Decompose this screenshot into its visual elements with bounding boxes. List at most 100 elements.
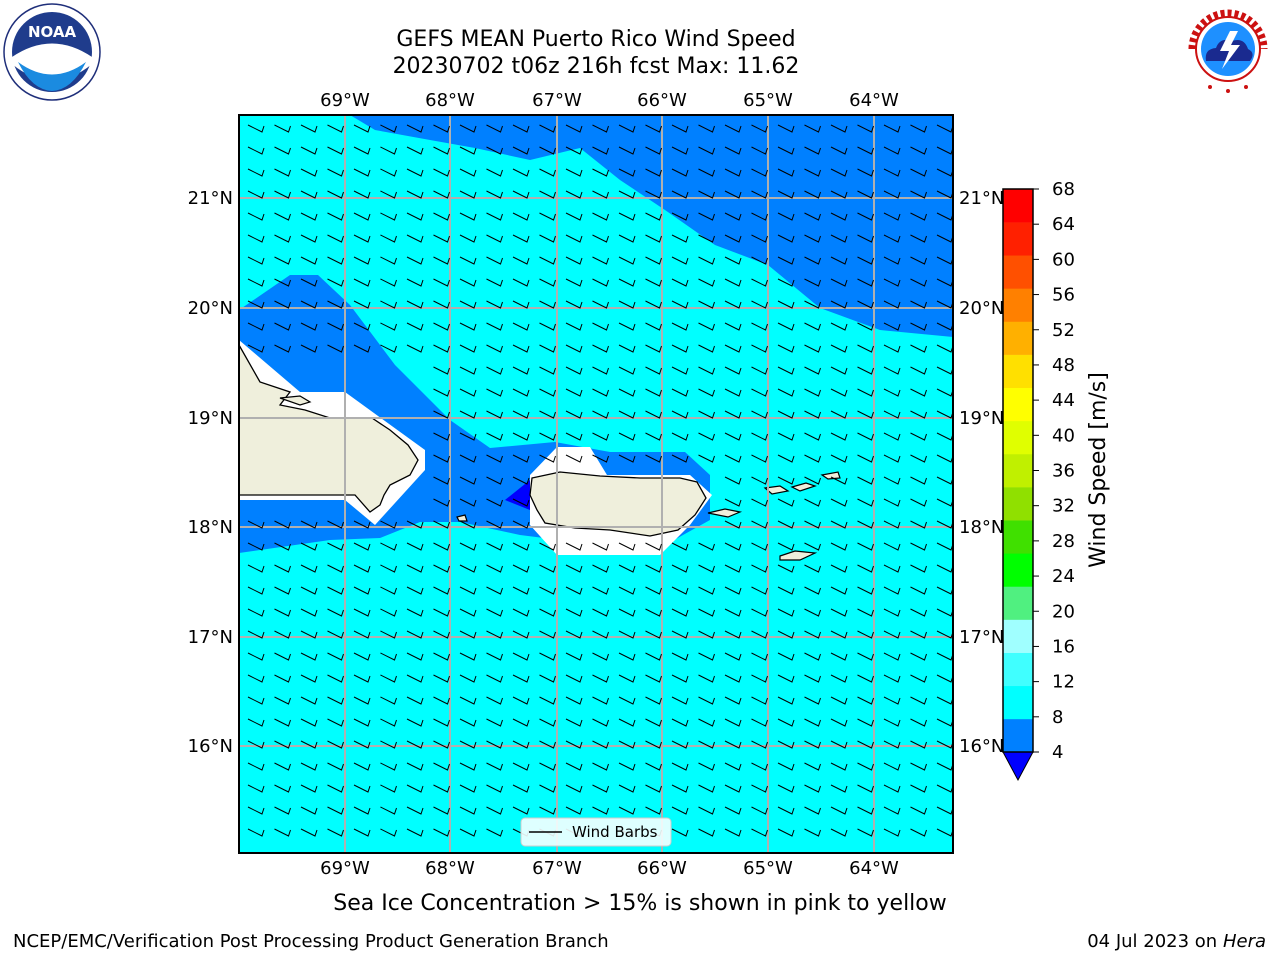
wind-barb [380,740,397,749]
wind-barb [671,124,689,133]
graticule [239,115,953,853]
lat-tick-right: 16°N [959,736,1004,757]
wind-barb [671,674,689,683]
wind-barb [857,454,874,463]
wind-barb [618,652,636,661]
map-frame [238,114,954,854]
wind-barb [380,784,397,793]
wind-barb [565,696,583,705]
wind-barb [433,806,450,815]
wind-barb [645,652,662,661]
wind-barb [883,696,901,705]
wind-barb [857,630,874,639]
wind-barb [539,322,556,331]
colorbar-segment [1003,420,1033,455]
wind-barb [353,630,371,639]
wind-barb [645,300,662,309]
wind-barb [486,586,503,595]
wind-barb [539,344,556,353]
lon-tick-bottom: 67°W [532,858,582,879]
wind-barb [380,322,397,331]
wind-barb [539,190,556,199]
wind-barb [751,674,768,683]
wind-barb [883,608,901,617]
wind-barb [698,278,715,287]
svg-text:NOAA: NOAA [28,23,77,41]
wind-barb [247,322,265,331]
wind-barb [804,454,821,463]
wind-barb [804,762,821,771]
wind-barb [406,784,424,793]
wind-barb [433,784,450,793]
wind-barb [804,366,821,375]
wind-barb [698,806,715,815]
nws-logo [1182,3,1274,95]
wind-barb [512,454,530,463]
wind-barb [618,190,636,199]
wind-barb [406,652,424,661]
wind-barb [857,564,874,573]
wind-barb [830,696,848,705]
wind-barb [671,762,689,771]
wind-barb [777,762,795,771]
wind-barb [804,410,821,419]
virgin-islands-3 [820,471,841,480]
wind-barb [883,256,901,265]
wind-barb [512,696,530,705]
wind-barb [618,542,636,551]
wind-barb [645,674,662,683]
wind-barb [247,234,265,243]
wind-barb [300,696,318,705]
wind-barb [751,498,768,507]
wind-barb [645,630,662,639]
wind-barb [804,652,821,661]
wind-barb [857,190,874,199]
wind-barb [883,564,901,573]
wind-barb [751,146,768,155]
wind-barb [565,674,583,683]
wind-barb [274,784,291,793]
wind-barb [671,256,689,265]
wind-barb [830,432,848,441]
wind-barb [247,784,265,793]
map-legend: Wind Barbs [520,817,672,847]
wind-barb [353,344,371,353]
wind-barb [300,146,318,155]
wind-barb [830,278,848,287]
wind-barb [459,234,477,243]
wind-barb [777,498,795,507]
wind-barb [910,630,927,639]
wind-barb [883,388,901,397]
wind-barb [406,564,424,573]
wind-barb [433,234,450,243]
wind-barb [857,432,874,441]
hispaniola-land [239,343,419,513]
wind-barb [565,762,583,771]
wind-barb [751,366,768,375]
wind-barb [724,432,742,441]
wind-barb [380,652,397,661]
wind-barb [433,608,450,617]
wind-barb [512,498,530,507]
legend-label: Wind Barbs [572,823,658,841]
wind-barb [433,212,450,221]
wind-barb [698,762,715,771]
wind-barb [539,388,556,397]
colorbar-segment [1003,321,1033,355]
wind-barb [883,432,901,441]
wind-barb [486,718,503,727]
wind-barb [751,828,768,837]
wind-barb [592,608,609,617]
wind-barb [486,608,503,617]
wind-barb [857,124,874,133]
wind-barb [618,564,636,573]
wind-barb [406,828,424,837]
wind-barb [406,322,424,331]
wind-barb [512,630,530,639]
wind-barb [539,630,556,639]
wind-barb [883,300,901,309]
wind-barb [327,344,344,353]
wind-barb [592,718,609,727]
wind-barb [539,608,556,617]
wind-barb [459,696,477,705]
